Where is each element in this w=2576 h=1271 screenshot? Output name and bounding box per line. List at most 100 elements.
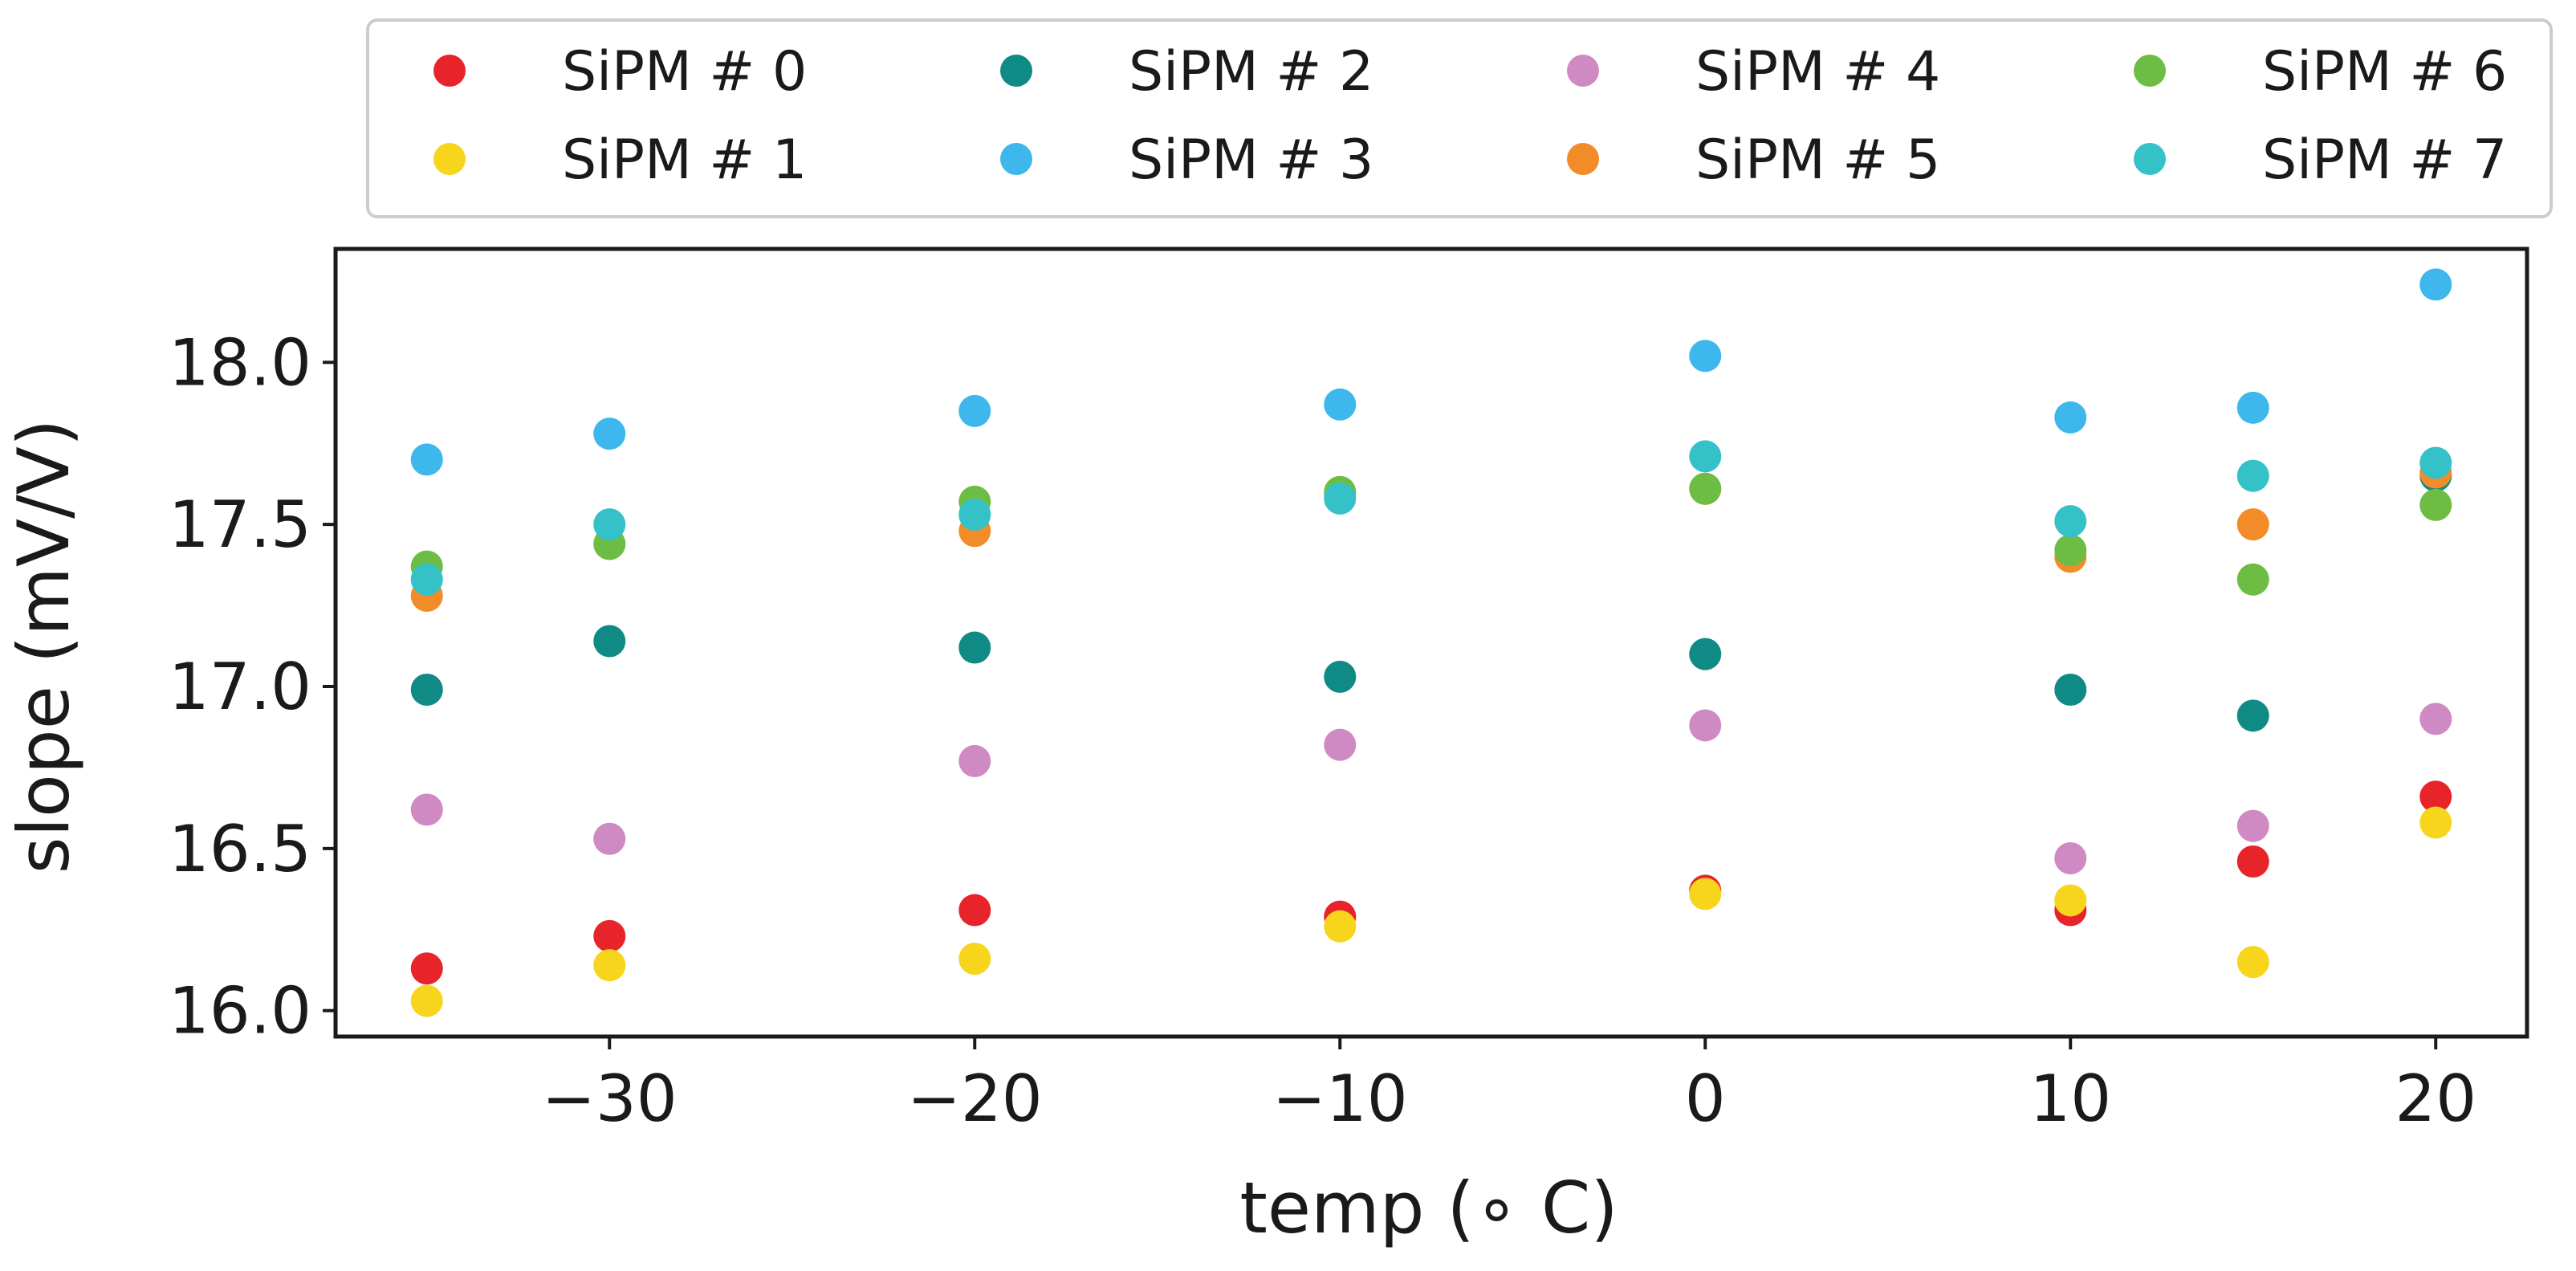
plot-frame — [333, 246, 2529, 1039]
y-axis-label: slope (mV/V) — [2, 419, 85, 874]
legend-label: SiPM # 6 — [2262, 40, 2507, 104]
data-point — [593, 418, 626, 450]
data-point — [2236, 699, 2269, 732]
legend-label: SiPM # 2 — [1129, 40, 1373, 104]
data-point — [2054, 674, 2087, 707]
legend-marker — [2134, 55, 2166, 87]
data-point — [1689, 709, 1722, 742]
x-tick-label: −20 — [907, 1061, 1043, 1136]
legend-entry: SiPM # 6 — [2134, 40, 2507, 104]
data-point — [1689, 472, 1722, 505]
data-point — [2236, 946, 2269, 979]
legend-entry: SiPM # 5 — [1567, 128, 1940, 192]
x-tick-label: 0 — [1685, 1061, 1726, 1136]
legend-box — [366, 18, 2553, 218]
series-sipm-3 — [410, 268, 2452, 476]
data-point — [1689, 878, 1722, 910]
legend-marker — [433, 143, 466, 175]
data-point — [1324, 728, 1357, 761]
legend-marker — [433, 55, 466, 87]
data-point — [958, 943, 991, 976]
data-point — [2236, 459, 2269, 492]
data-point — [2419, 268, 2452, 301]
x-tick-label: −30 — [542, 1061, 678, 1136]
series-sipm-2 — [410, 459, 2452, 732]
data-point — [1689, 440, 1722, 473]
data-point — [958, 499, 991, 532]
data-point — [593, 949, 626, 982]
data-point — [958, 394, 991, 427]
data-point — [2054, 534, 2087, 567]
data-point — [2054, 505, 2087, 538]
data-point — [410, 952, 443, 985]
legend-entry: SiPM # 7 — [2134, 128, 2507, 192]
plot-axes: −30 −20 −10 0 10 20 16.0 16.5 17.0 17.5 18.0 — [169, 246, 2529, 1136]
data-point — [2419, 488, 2452, 521]
data-point — [958, 744, 991, 777]
data-point — [2419, 806, 2452, 839]
data-point — [410, 563, 443, 596]
series-sipm-4 — [410, 703, 2452, 874]
data-point — [410, 674, 443, 707]
x-tick-label: 10 — [2029, 1061, 2111, 1136]
y-tick-label: 17.5 — [169, 487, 311, 562]
data-point — [410, 443, 443, 476]
data-point — [1324, 910, 1357, 943]
data-point — [2054, 884, 2087, 917]
legend-entry: SiPM # 0 — [433, 40, 807, 104]
legend-entry: SiPM # 3 — [1000, 128, 1373, 192]
y-tick-label: 16.5 — [169, 812, 311, 886]
legend-marker — [1567, 143, 1599, 175]
data-point — [2236, 845, 2269, 878]
data-point — [593, 919, 626, 952]
data-point — [1689, 638, 1722, 670]
data-point — [958, 894, 991, 927]
series-sipm-6 — [410, 472, 2452, 596]
y-tick-label: 16.0 — [169, 974, 311, 1049]
data-point — [410, 984, 443, 1017]
legend: SiPM # 0 SiPM # 1 SiPM # 2 SiPM # 3 SiPM # 4… — [366, 18, 2553, 218]
legend-entry: SiPM # 1 — [433, 128, 807, 192]
series-sipm-1 — [410, 806, 2452, 1017]
series-sipm-5 — [410, 456, 2452, 612]
x-axis-label: temp (∘ C) — [1239, 1167, 1618, 1249]
legend-label: SiPM # 7 — [2262, 128, 2507, 192]
data-point — [1324, 660, 1357, 693]
legend-marker — [2134, 143, 2166, 175]
x-tick-label: 20 — [2395, 1061, 2476, 1136]
data-point — [958, 631, 991, 664]
y-tick-label: 17.0 — [169, 650, 311, 724]
data-point — [2236, 391, 2269, 424]
legend-entry: SiPM # 4 — [1567, 40, 1940, 104]
legend-label: SiPM # 0 — [562, 40, 807, 104]
data-point — [2054, 841, 2087, 874]
series-sipm-7 — [410, 440, 2452, 596]
legend-marker — [1000, 143, 1032, 175]
legend-entry: SiPM # 2 — [1000, 40, 1373, 104]
data-point — [2419, 703, 2452, 735]
data-point — [2419, 780, 2452, 813]
data-point — [593, 822, 626, 855]
data-point — [2236, 809, 2269, 842]
data-point — [2054, 401, 2087, 434]
data-point — [593, 508, 626, 541]
x-tick-label: −10 — [1272, 1061, 1408, 1136]
legend-marker — [1567, 55, 1599, 87]
data-point — [1324, 388, 1357, 421]
series-sipm-0 — [410, 780, 2452, 985]
data-point — [410, 793, 443, 826]
data-point — [2236, 508, 2269, 541]
legend-label: SiPM # 5 — [1695, 128, 1940, 192]
data-point — [593, 625, 626, 658]
legend-label: SiPM # 3 — [1129, 128, 1373, 192]
data-point — [2236, 563, 2269, 596]
data-points — [410, 268, 2452, 1017]
data-point — [2419, 446, 2452, 479]
legend-marker — [1000, 55, 1032, 87]
data-point — [1324, 482, 1357, 515]
y-tick-label: 18.0 — [169, 325, 311, 400]
legend-label: SiPM # 4 — [1695, 40, 1940, 104]
data-point — [1689, 340, 1722, 373]
legend-label: SiPM # 1 — [562, 128, 807, 192]
